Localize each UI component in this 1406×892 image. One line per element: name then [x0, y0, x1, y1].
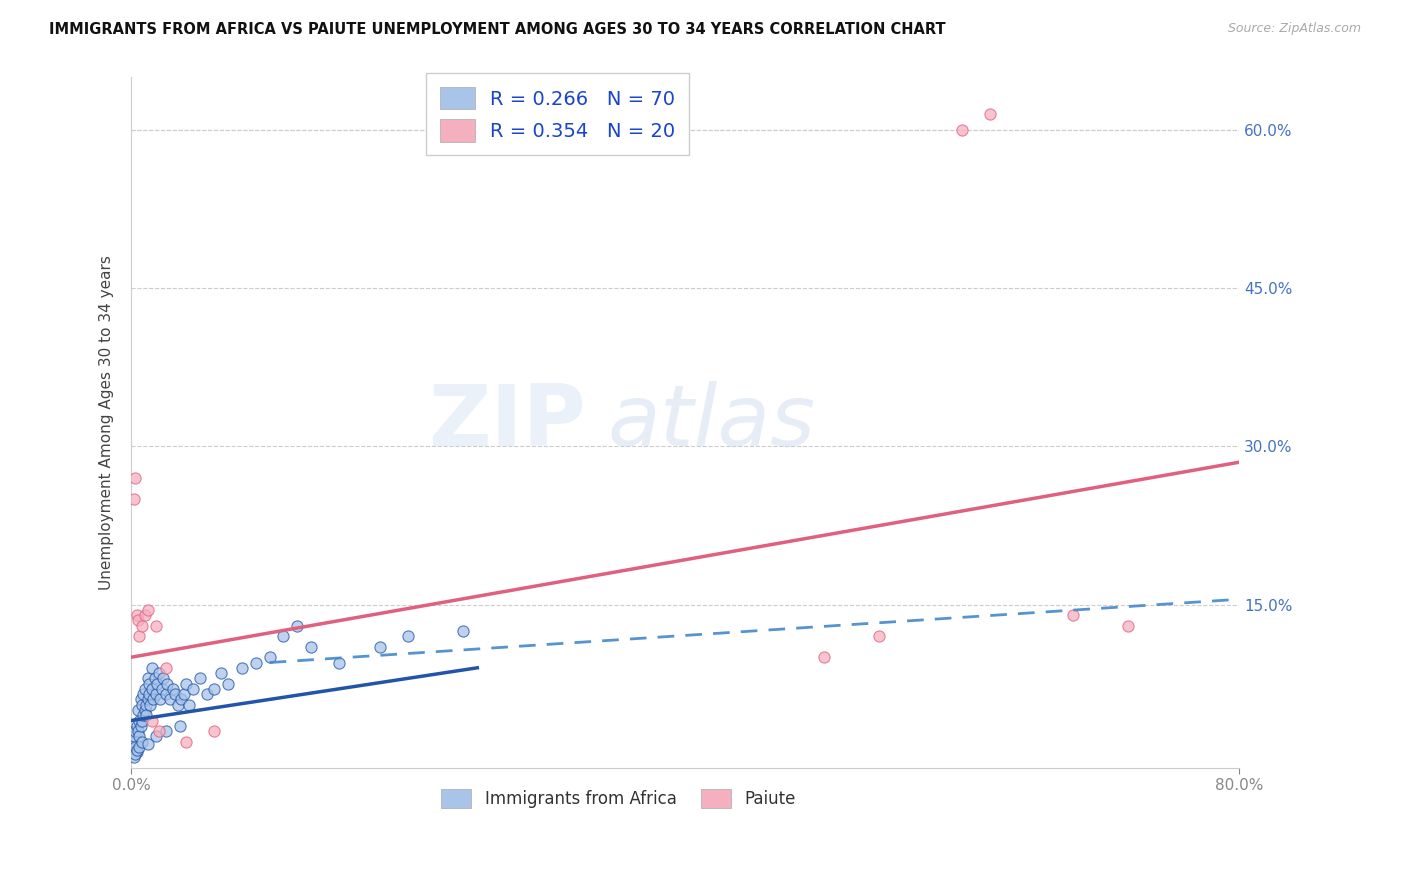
Point: [125, 719, 148, 733]
Point: [150, 681, 173, 696]
Point: [124, 747, 146, 762]
Point: [131, 698, 153, 712]
Point: [202, 681, 225, 696]
Point: [121, 734, 143, 748]
Text: IMMIGRANTS FROM AFRICA VS PAIUTE UNEMPLOYMENT AMONG AGES 30 TO 34 YEARS CORRELAT: IMMIGRANTS FROM AFRICA VS PAIUTE UNEMPLO…: [49, 22, 946, 37]
Point: [245, 656, 267, 670]
Point: [188, 671, 211, 685]
Point: [122, 492, 145, 507]
Legend: Immigrants from Africa, Paiute: Immigrants from Africa, Paiute: [434, 782, 803, 815]
Point: [128, 714, 150, 728]
Point: [162, 681, 184, 696]
Point: [155, 687, 177, 701]
Point: [176, 676, 198, 690]
Point: [217, 676, 239, 690]
Point: [155, 661, 177, 675]
Point: [131, 618, 153, 632]
Point: [142, 692, 165, 706]
Point: [950, 123, 973, 137]
Point: [453, 624, 475, 638]
Point: [169, 719, 191, 733]
Point: [128, 729, 150, 743]
Point: [138, 687, 160, 701]
Point: [127, 613, 149, 627]
Point: [132, 708, 155, 723]
Point: [299, 640, 322, 654]
Point: [155, 724, 177, 739]
Point: [131, 734, 153, 748]
Point: [131, 714, 153, 728]
Point: [124, 739, 146, 754]
Point: [979, 107, 1001, 121]
Point: [125, 608, 148, 623]
Point: [136, 603, 159, 617]
Point: [202, 724, 225, 739]
Point: [370, 640, 392, 654]
Point: [183, 681, 205, 696]
Point: [132, 687, 155, 701]
Point: [125, 743, 148, 757]
Point: [195, 687, 218, 701]
Point: [149, 692, 172, 706]
Point: [231, 661, 253, 675]
Point: [145, 618, 167, 632]
Point: [127, 724, 149, 739]
Point: [1118, 618, 1140, 632]
Point: [136, 671, 159, 685]
Text: Source: ZipAtlas.com: Source: ZipAtlas.com: [1227, 22, 1361, 36]
Point: [145, 687, 167, 701]
Point: [273, 629, 295, 643]
Point: [813, 650, 835, 665]
Point: [165, 687, 187, 701]
Y-axis label: Unemployment Among Ages 30 to 34 years: Unemployment Among Ages 30 to 34 years: [100, 255, 114, 591]
Text: ZIP: ZIP: [427, 381, 585, 464]
Point: [134, 703, 156, 717]
Point: [124, 724, 146, 739]
Point: [141, 681, 163, 696]
Point: [1062, 608, 1084, 623]
Point: [396, 629, 419, 643]
Point: [285, 618, 308, 632]
Point: [128, 739, 150, 754]
Point: [159, 692, 181, 706]
Point: [135, 698, 157, 712]
Point: [173, 687, 195, 701]
Point: [141, 661, 163, 675]
Point: [125, 745, 148, 759]
Point: [134, 681, 156, 696]
Point: [328, 656, 350, 670]
Point: [868, 629, 890, 643]
Point: [145, 729, 167, 743]
Point: [129, 692, 152, 706]
Point: [148, 724, 170, 739]
Point: [170, 692, 193, 706]
Point: [135, 708, 157, 723]
Point: [148, 666, 170, 681]
Point: [136, 692, 159, 706]
Point: [176, 734, 198, 748]
Text: atlas: atlas: [607, 381, 815, 464]
Point: [259, 650, 281, 665]
Point: [156, 676, 179, 690]
Point: [146, 676, 169, 690]
Point: [152, 671, 174, 685]
Point: [143, 671, 166, 685]
Point: [124, 471, 146, 485]
Point: [167, 698, 190, 712]
Point: [136, 737, 159, 751]
Point: [179, 698, 201, 712]
Point: [209, 666, 232, 681]
Point: [127, 703, 149, 717]
Point: [139, 698, 162, 712]
Point: [138, 676, 160, 690]
Point: [134, 608, 156, 623]
Point: [141, 714, 163, 728]
Point: [122, 750, 145, 764]
Point: [122, 729, 145, 743]
Point: [129, 719, 152, 733]
Point: [128, 629, 150, 643]
